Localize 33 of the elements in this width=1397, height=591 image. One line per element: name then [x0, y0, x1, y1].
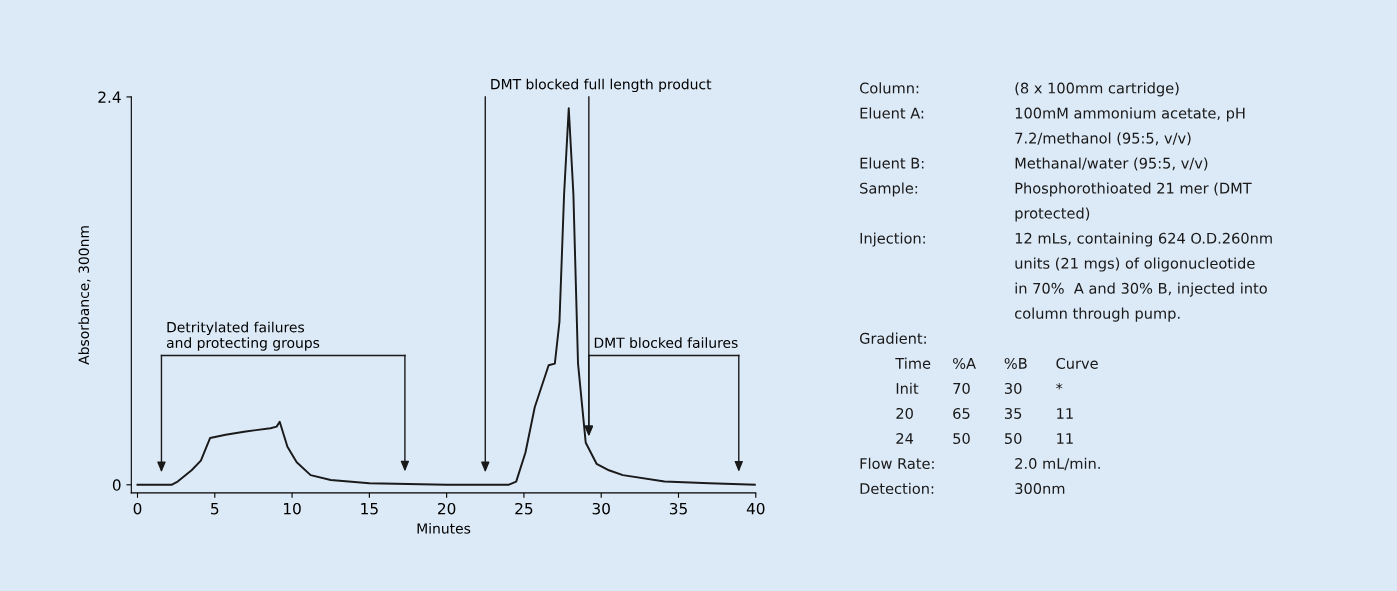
text: Injection: 12 mLs, containing 624 O.D.260nm	[860, 232, 1272, 247]
text: 7.2/methanol (95:5, v/v)	[1015, 132, 1191, 146]
x-tick-label: 10	[284, 502, 301, 515]
text: 24 50 50 11	[896, 432, 1073, 444]
x-tick-label: 40	[746, 502, 765, 515]
text: Sample: Phosphorothioated 21 mer (DMT	[860, 182, 1252, 197]
x-tick-label: 20	[438, 502, 456, 515]
ref-line-label: DMT blocked full length product	[491, 78, 712, 93]
text: Eluent B: Methanal/water (95:5, v/v)	[860, 157, 1208, 171]
line-series	[136, 107, 756, 486]
text: Init 70 30 *	[896, 382, 1063, 394]
text: in 70% A and 30% B, injected into	[1015, 282, 1267, 297]
ref-line-label: DMT blocked failures	[594, 337, 738, 348]
text: Column: (8 x 100mm cartridge)	[859, 82, 1179, 97]
text: Eluent A: 100mM ammonium acetate, pH	[860, 107, 1245, 122]
x-tick-label: 5	[211, 503, 219, 515]
text: column through pump.	[1015, 307, 1180, 322]
x-tick-label: 35	[669, 502, 687, 515]
text: Time %A %B Curve	[895, 357, 1098, 369]
x-tick-label: 25	[515, 502, 533, 515]
x-tick-label: 15	[361, 503, 378, 515]
text: Gradient:	[859, 332, 926, 344]
x-tick-label: 30	[592, 502, 610, 515]
text: protected)	[1015, 207, 1090, 222]
x-axis-title: Minutes	[417, 522, 471, 534]
y-axis-title: Absorbance, 300nm	[78, 226, 91, 365]
text: 20 65 35 11	[896, 407, 1073, 419]
ref-line-label: Detritylated failures and protecting groups	[166, 321, 320, 351]
text: Flow Rate: 2.0 mL/min.	[860, 457, 1100, 471]
text: units (21 mgs) of oligonucleotide	[1015, 257, 1255, 272]
x-tick-label: 0	[133, 502, 142, 515]
y-tick-label: 2.4	[98, 91, 121, 103]
text: Detection: 300nm	[860, 482, 1065, 495]
